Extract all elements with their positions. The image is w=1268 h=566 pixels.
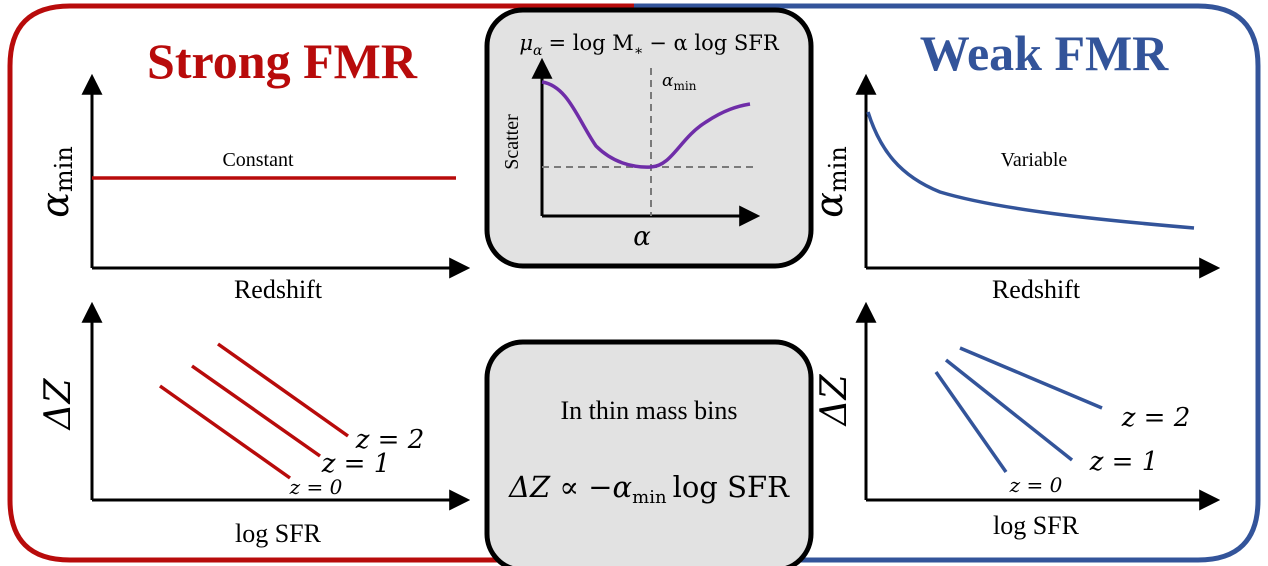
- panel-box: [484, 7, 814, 269]
- weak-dz-panel: z = 0 z = 1 z = 2 log SFR ΔZ: [814, 301, 1221, 540]
- alpha-min-ylabel: αmin: [33, 146, 78, 218]
- log-sfr-label: log SFR: [993, 511, 1080, 540]
- thin-mass-bins-panel: In thin mass bins ΔZ ∝ −αmin log SFR: [484, 339, 814, 566]
- redshift-label: Redshift: [234, 275, 323, 304]
- alpha-xlabel: α: [633, 222, 651, 252]
- weak-title: Weak FMR: [920, 25, 1169, 81]
- alpha-symbol: α: [807, 192, 851, 218]
- weak-alpha-panel: Variable Redshift αmin: [807, 73, 1221, 304]
- variable-label: Variable: [1001, 149, 1068, 171]
- delta-z-ylabel: ΔZ: [38, 378, 79, 432]
- strong-title: Strong FMR: [147, 33, 418, 89]
- line-z2: [959, 346, 1103, 410]
- strong-frame: [7, 3, 634, 563]
- variable-alpha-curve: [866, 111, 1195, 230]
- alpha-min-marker: αmin: [662, 71, 697, 93]
- line-z0: [934, 370, 1008, 474]
- redshift-label: Redshift: [992, 275, 1081, 304]
- alpha-min-ylabel: αmin: [807, 146, 852, 218]
- label-z1: z = 1: [1089, 447, 1159, 477]
- min-subscript: min: [50, 146, 78, 192]
- delta-z-ylabel: ΔZ: [814, 374, 855, 428]
- line-z1: [944, 358, 1074, 462]
- panel-box: [484, 339, 814, 566]
- mu-alpha-equation: μα = log M∗ − α log SFR: [519, 31, 779, 59]
- min-subscript: min: [824, 146, 852, 192]
- label-z0: z = 0: [1009, 473, 1063, 497]
- svg-text:αmin: αmin: [807, 146, 852, 218]
- line-z0: [158, 384, 292, 480]
- log-sfr-label: log SFR: [235, 519, 322, 548]
- alpha-symbol: α: [33, 192, 77, 218]
- line-z2: [216, 342, 350, 438]
- constant-label: Constant: [222, 149, 294, 171]
- line-z1: [190, 364, 322, 458]
- label-z2: z = 2: [1121, 403, 1191, 433]
- scatter-curve: [541, 80, 751, 169]
- scatter-ylabel: Scatter: [501, 114, 523, 170]
- scatter-vs-alpha-panel: μα = log M∗ − α log SFR αmin Scatter α: [484, 7, 814, 269]
- weak-frame: [634, 3, 1261, 563]
- delta-z-relation: ΔZ ∝ −αmin log SFR: [508, 470, 790, 508]
- label-z1: z = 1: [321, 449, 391, 479]
- strong-alpha-panel: Constant Redshift αmin: [33, 73, 471, 304]
- thin-mass-bins-text: In thin mass bins: [561, 396, 738, 425]
- label-z0: z = 0: [289, 475, 343, 499]
- svg-text:αmin: αmin: [33, 146, 78, 218]
- strong-dz-panel: z = 0 z = 1 z = 2 log SFR ΔZ: [38, 301, 471, 548]
- label-z2: z = 2: [355, 425, 425, 455]
